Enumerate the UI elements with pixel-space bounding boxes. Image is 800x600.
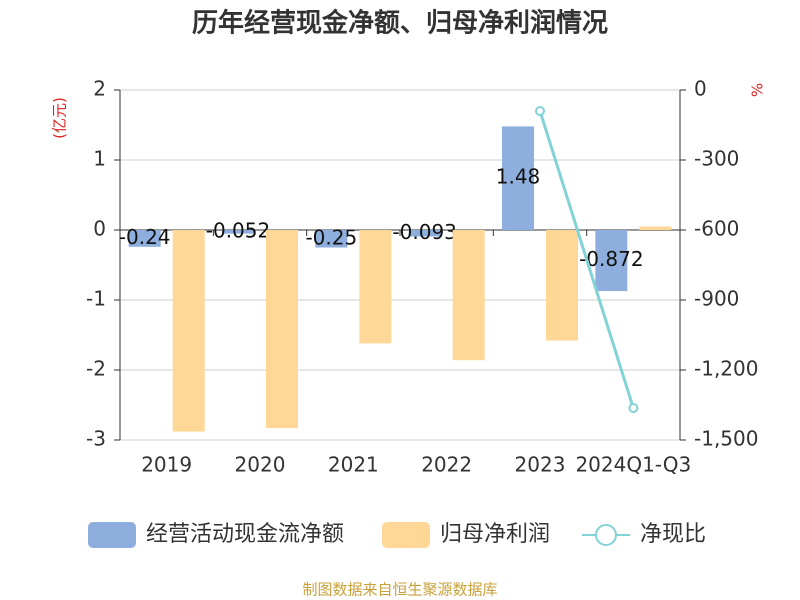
x-tick-label: 2024Q1-Q3 [575,453,691,477]
bar [452,230,485,361]
x-tick-label: 2021 [328,453,379,477]
source-note: 制图数据来自恒生聚源数据库 [302,581,497,599]
bar [266,230,298,429]
y2-tick-label: -1,200 [694,357,758,381]
y-tick-label: -1 [86,287,106,311]
x-tick-label: 2022 [421,453,472,477]
y-tick-label: -3 [86,427,106,451]
legend-swatch [382,522,430,548]
y-tick-label: 1 [93,147,106,171]
y-tick-label: -2 [86,357,106,381]
bar [128,230,161,247]
y2-tick-label: -600 [694,217,739,241]
y-axis-label: (亿元) [51,97,69,139]
x-tick-label: 2020 [235,453,286,477]
legend-swatch [88,522,136,548]
data-label: -0.25 [305,225,357,249]
chart-title: 历年经营现金净额、归母净利润情况 [192,8,608,39]
y2-tick-label: 0 [694,77,707,101]
y-tick-label: 2 [93,77,106,101]
y2-tick-label: -1,500 [694,427,758,451]
bar [595,230,628,292]
y2-tick-label: -900 [694,287,739,311]
bar [172,230,205,432]
bar [639,226,672,230]
y2-tick-label: -300 [694,147,739,171]
legend-label: 经营活动现金流净额 [146,522,344,547]
line-point [628,403,639,414]
data-label: -0.052 [206,218,270,242]
line-point [535,106,545,116]
legend-label: 归母净利润 [440,522,550,547]
x-tick-label: 2023 [515,453,566,477]
legend-swatch [595,524,617,546]
bar [315,230,348,248]
bar [502,126,534,230]
bar [359,230,392,344]
legend-label: 净现比 [640,522,706,547]
bar [546,230,578,341]
x-tick-label: 2019 [141,453,192,477]
data-label: -0.093 [392,220,456,244]
data-label: -0.24 [119,225,171,249]
data-label: 1.48 [496,165,541,189]
bar [222,230,254,234]
bar [408,230,441,237]
y-tick-label: 0 [93,217,106,241]
y2-axis-label: % [749,83,767,97]
line [538,110,635,409]
